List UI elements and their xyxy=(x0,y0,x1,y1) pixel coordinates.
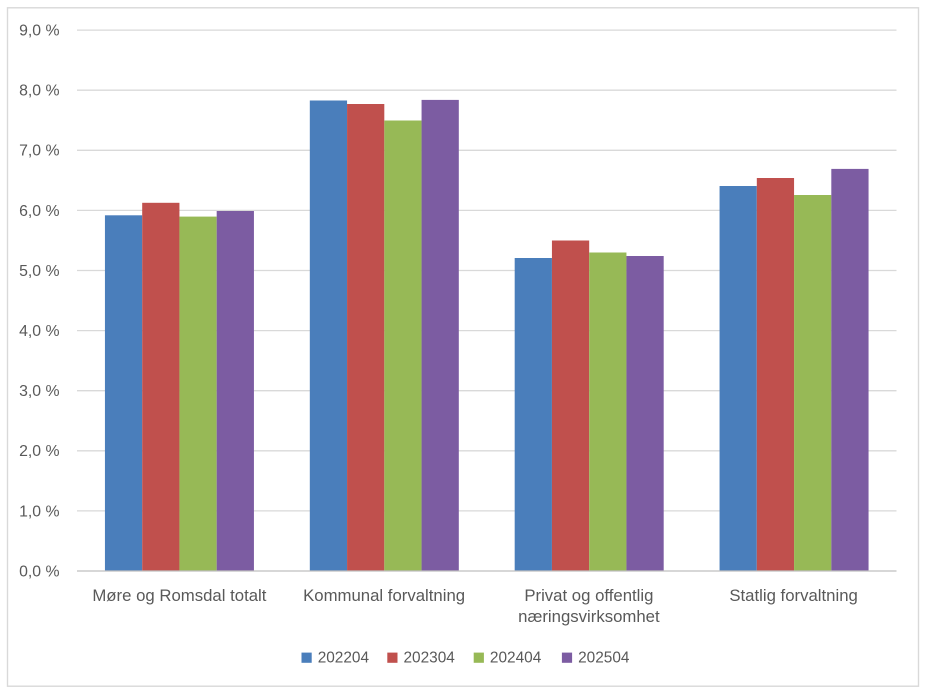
svg-text:202504: 202504 xyxy=(578,649,630,666)
svg-text:7,0 %: 7,0 % xyxy=(19,143,59,160)
svg-text:Kommunal forvaltning: Kommunal forvaltning xyxy=(303,586,465,605)
svg-text:3,0 %: 3,0 % xyxy=(19,383,59,400)
svg-text:202204: 202204 xyxy=(318,649,370,666)
svg-text:Privat og offentlig: Privat og offentlig xyxy=(524,586,653,605)
svg-text:2,0 %: 2,0 % xyxy=(19,443,59,460)
svg-text:5,0 %: 5,0 % xyxy=(19,263,59,280)
svg-text:Møre og Romsdal totalt: Møre og Romsdal totalt xyxy=(92,586,266,605)
svg-text:næringsvirksomhet: næringsvirksomhet xyxy=(518,607,660,626)
svg-text:Statlig forvaltning: Statlig forvaltning xyxy=(729,586,858,605)
svg-text:4,0 %: 4,0 % xyxy=(19,323,59,340)
svg-text:0,0 %: 0,0 % xyxy=(19,563,59,580)
svg-text:202404: 202404 xyxy=(490,649,542,666)
svg-text:6,0 %: 6,0 % xyxy=(19,203,59,220)
svg-text:9,0 %: 9,0 % xyxy=(19,23,59,40)
svg-text:202304: 202304 xyxy=(404,649,456,666)
svg-text:8,0 %: 8,0 % xyxy=(19,83,59,100)
svg-text:1,0 %: 1,0 % xyxy=(19,503,59,520)
